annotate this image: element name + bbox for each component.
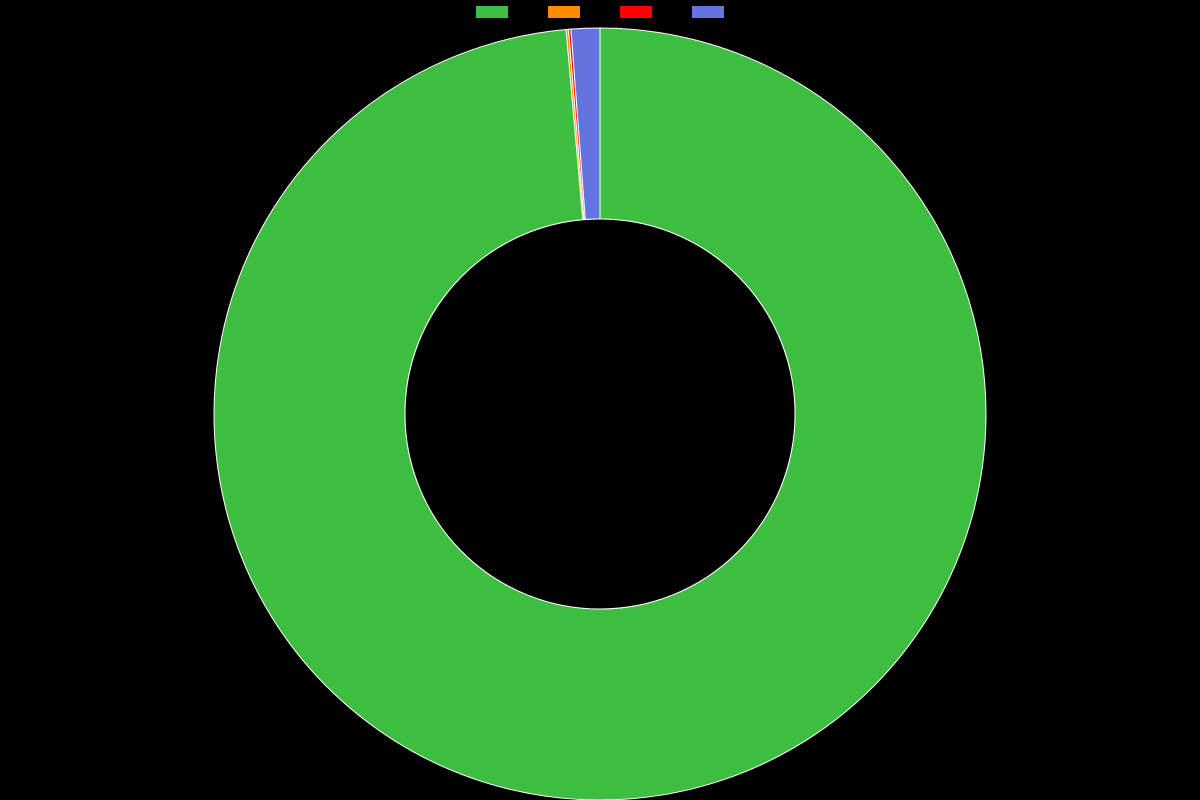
donut-hole: [405, 219, 795, 609]
donut-chart: [0, 0, 1200, 800]
chart-stage: [0, 0, 1200, 800]
